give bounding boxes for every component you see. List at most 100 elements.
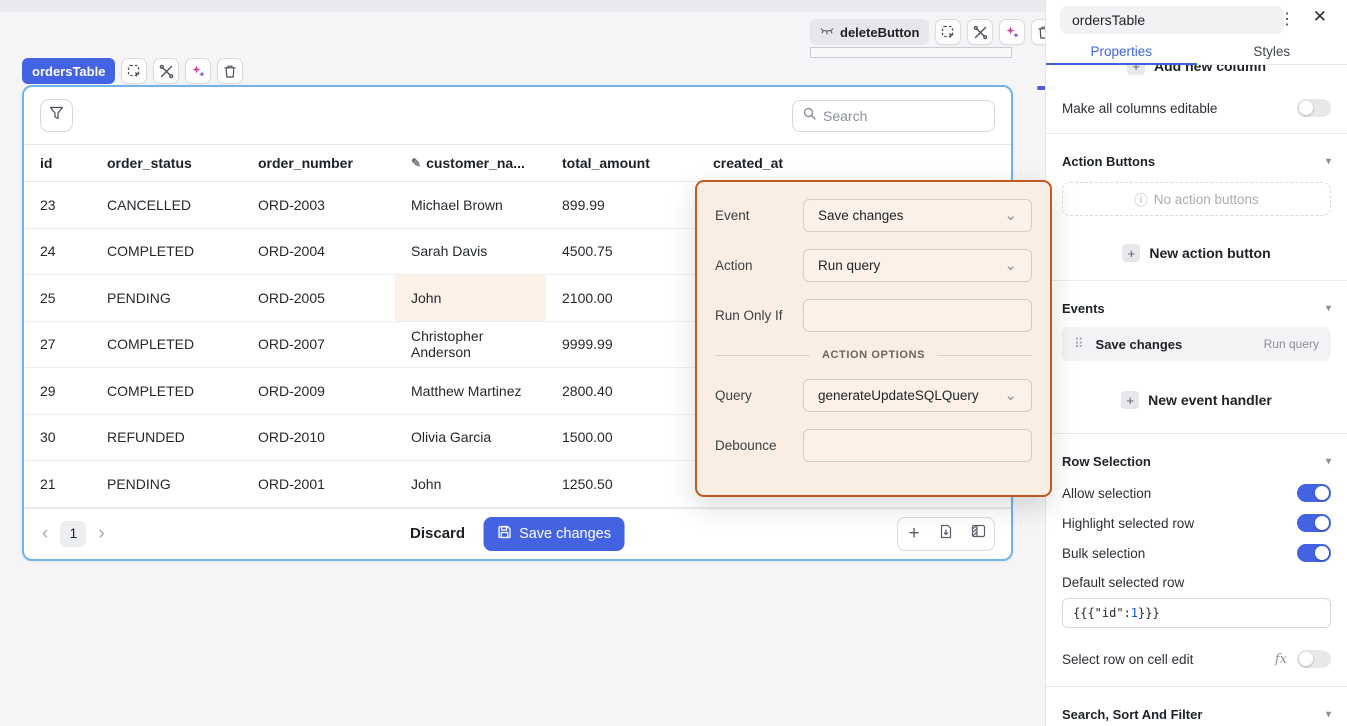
table-cell[interactable]: ORD-2003 — [242, 182, 395, 228]
add-new-column-button[interactable]: + Add new column — [1046, 65, 1347, 79]
table-cell[interactable]: 2800.40 — [546, 368, 697, 414]
page-number[interactable]: 1 — [60, 521, 86, 547]
table-cell[interactable]: 2100.00 — [546, 275, 697, 321]
column-header[interactable]: id — [24, 145, 91, 181]
table-cell[interactable]: Sarah Davis — [395, 229, 546, 275]
drag-handle-icon[interactable]: ⠿ — [1074, 336, 1084, 352]
table-cell[interactable]: ORD-2005 — [242, 275, 395, 321]
table-cell[interactable]: 25 — [24, 275, 91, 321]
query-select[interactable]: generateUpdateSQLQuery ⌄ — [803, 379, 1032, 412]
add-row-button[interactable]: + — [898, 518, 930, 550]
divider — [1046, 133, 1347, 134]
sparkles-icon[interactable] — [185, 58, 211, 84]
table-cell[interactable]: 1500.00 — [546, 415, 697, 461]
new-action-button[interactable]: + New action button — [1046, 236, 1347, 270]
table-cell[interactable]: 1250.50 — [546, 461, 697, 507]
sparkles-icon[interactable] — [999, 19, 1025, 45]
column-header[interactable]: created_at — [697, 145, 1011, 181]
event-select[interactable]: Save changes ⌄ — [803, 199, 1032, 232]
table-cell[interactable]: 30 — [24, 415, 91, 461]
make-columns-editable-toggle[interactable] — [1297, 99, 1331, 117]
default-selected-row-input[interactable]: {{{"id":1}}} — [1062, 598, 1331, 628]
filter-button[interactable] — [40, 99, 73, 132]
table-cell[interactable]: PENDING — [91, 461, 242, 507]
funnel-icon — [49, 106, 64, 125]
column-header[interactable]: order_number — [242, 145, 395, 181]
collapse-triangle-icon[interactable]: ▾ — [1326, 303, 1331, 314]
eye-closed-icon — [820, 25, 834, 40]
table-cell[interactable]: PENDING — [91, 275, 242, 321]
column-header[interactable]: ✎customer_na... — [395, 145, 546, 181]
cross-edit-icon[interactable] — [153, 58, 179, 84]
table-cell[interactable]: Christopher Anderson — [395, 322, 546, 368]
delete-button-toolbar: deleteButton — [810, 19, 1057, 45]
table-cell[interactable]: John — [395, 461, 546, 507]
table-cell[interactable]: Olivia Garcia — [395, 415, 546, 461]
table-cell[interactable]: 21 — [24, 461, 91, 507]
fx-icon[interactable]: fx — [1275, 652, 1287, 667]
events-section-header[interactable]: Events ▾ — [1046, 291, 1347, 325]
collapse-triangle-icon[interactable]: ▾ — [1326, 156, 1331, 167]
action-buttons-section-header[interactable]: Action Buttons ▾ — [1046, 144, 1347, 178]
table-cell[interactable]: ORD-2001 — [242, 461, 395, 507]
dashed-select-icon[interactable] — [935, 19, 961, 45]
bulk-selection-label: Bulk selection — [1062, 546, 1145, 561]
table-search[interactable] — [792, 100, 995, 132]
column-header[interactable]: total_amount — [546, 145, 697, 181]
table-cell[interactable]: ORD-2010 — [242, 415, 395, 461]
table-cell[interactable]: CANCELLED — [91, 182, 242, 228]
cross-edit-icon[interactable] — [967, 19, 993, 45]
download-button[interactable] — [930, 518, 962, 550]
orders-table-label[interactable]: ordersTable — [22, 58, 115, 84]
close-icon[interactable]: ✕ — [1309, 5, 1331, 29]
event-handler-popover: Event Save changes ⌄ Action Run query ⌄ … — [695, 180, 1052, 497]
hidden-delete-button-outline[interactable] — [810, 47, 1012, 58]
discard-button[interactable]: Discard — [410, 525, 465, 542]
bulk-selection-toggle[interactable] — [1297, 544, 1331, 562]
search-sort-filter-section-header[interactable]: Search, Sort And Filter ▾ — [1046, 697, 1347, 725]
tab-properties[interactable]: Properties — [1046, 38, 1197, 64]
table-cell[interactable]: COMPLETED — [91, 322, 242, 368]
table-cell[interactable]: 23 — [24, 182, 91, 228]
table-cell[interactable]: ORD-2007 — [242, 322, 395, 368]
table-cell[interactable]: COMPLETED — [91, 368, 242, 414]
action-select[interactable]: Run query ⌄ — [803, 249, 1032, 282]
table-cell[interactable]: Matthew Martinez — [395, 368, 546, 414]
table-cell[interactable]: 24 — [24, 229, 91, 275]
debounce-input[interactable] — [803, 429, 1032, 462]
floppy-icon — [497, 525, 511, 543]
table-cell[interactable]: 9999.99 — [546, 322, 697, 368]
side-panel-button[interactable] — [962, 518, 994, 550]
table-cell[interactable]: 29 — [24, 368, 91, 414]
table-cell[interactable]: ORD-2009 — [242, 368, 395, 414]
tab-styles[interactable]: Styles — [1197, 38, 1347, 64]
table-cell[interactable]: John — [395, 275, 546, 321]
table-cell[interactable]: COMPLETED — [91, 229, 242, 275]
page-previous-button[interactable]: ‹ — [40, 524, 50, 543]
collapse-triangle-icon[interactable]: ▾ — [1326, 709, 1331, 720]
action-options-divider: ACTION OPTIONS — [715, 349, 1032, 361]
row-selection-section-header[interactable]: Row Selection ▾ — [1046, 444, 1347, 478]
allow-selection-toggle[interactable] — [1297, 484, 1331, 502]
table-cell[interactable]: ORD-2004 — [242, 229, 395, 275]
highlight-selected-row-toggle[interactable] — [1297, 514, 1331, 532]
table-cell[interactable]: REFUNDED — [91, 415, 242, 461]
run-only-if-input[interactable] — [803, 299, 1032, 332]
column-header[interactable]: order_status — [91, 145, 242, 181]
table-cell[interactable]: 4500.75 — [546, 229, 697, 275]
page-next-button[interactable]: › — [96, 524, 106, 543]
table-cell[interactable]: Michael Brown — [395, 182, 546, 228]
trash-icon[interactable] — [217, 58, 243, 84]
save-changes-button[interactable]: Save changes — [483, 517, 625, 551]
dashed-select-icon[interactable] — [121, 58, 147, 84]
new-event-handler-button[interactable]: + New event handler — [1046, 383, 1347, 417]
collapse-triangle-icon[interactable]: ▾ — [1326, 456, 1331, 467]
select-row-on-cell-edit-toggle[interactable] — [1297, 650, 1331, 668]
component-name-field[interactable]: ordersTable — [1060, 6, 1284, 34]
search-input[interactable] — [823, 108, 984, 124]
event-handler-row[interactable]: ⠿ Save changes Run query — [1062, 327, 1331, 361]
table-cell[interactable]: 899.99 — [546, 182, 697, 228]
table-cell[interactable]: 27 — [24, 322, 91, 368]
kebab-menu-icon[interactable]: ⋮ — [1273, 7, 1301, 31]
delete-button-label[interactable]: deleteButton — [810, 19, 929, 45]
